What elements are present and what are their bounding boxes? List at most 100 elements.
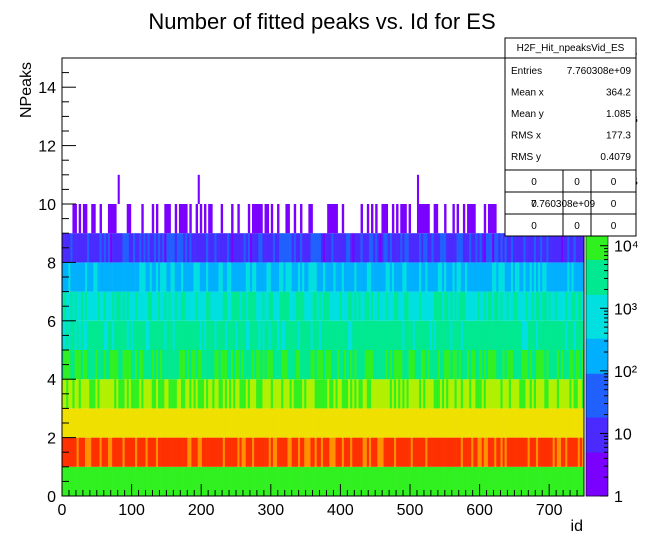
heatmap-cell — [101, 350, 105, 380]
heatmap-cell — [523, 262, 526, 292]
heatmap-cell — [358, 350, 361, 380]
heatmap-cell — [99, 350, 102, 380]
heatmap-cell — [137, 291, 140, 321]
heatmap-cell — [423, 408, 426, 438]
heatmap-cell — [218, 233, 221, 263]
heatmap-cell — [110, 437, 113, 467]
heatmap-cell — [371, 233, 374, 263]
heatmap-cell — [565, 262, 568, 292]
x-tick-label: 300 — [257, 502, 284, 519]
heatmap-cell — [252, 437, 255, 467]
heatmap-cell — [89, 350, 92, 380]
heatmap-cell — [112, 437, 115, 467]
heatmap-cell — [429, 350, 432, 380]
heatmap-cell — [542, 291, 545, 321]
heatmap-cell — [277, 204, 280, 234]
heatmap-cell — [527, 262, 531, 292]
heatmap-cell — [368, 320, 372, 350]
heatmap-cell — [402, 408, 405, 438]
heatmap-cell — [416, 291, 420, 321]
heatmap-cell — [375, 408, 378, 438]
heatmap-cell — [341, 437, 345, 467]
heatmap-cell — [164, 204, 167, 234]
heatmap-cell — [93, 233, 96, 263]
heatmap-cell — [187, 408, 190, 438]
heatmap-cell — [114, 262, 117, 292]
heatmap-cell — [529, 466, 533, 496]
heatmap-cell — [477, 233, 480, 263]
heatmap-cell — [523, 320, 526, 350]
heatmap-cell — [533, 262, 537, 292]
heatmap-cell — [224, 350, 228, 380]
heatmap-cell — [252, 320, 255, 350]
heatmap-cell — [316, 291, 320, 321]
heatmap-cell — [168, 437, 171, 467]
heatmap-cell — [237, 408, 240, 438]
heatmap-cell — [247, 466, 251, 496]
heatmap-cell — [229, 437, 232, 467]
heatmap-cell — [421, 350, 424, 380]
heatmap-cell — [337, 437, 341, 467]
heatmap-cell — [218, 408, 221, 438]
heatmap-cell — [174, 379, 178, 409]
heatmap-cell — [99, 408, 102, 438]
heatmap-cell — [533, 379, 537, 409]
heatmap-cell — [210, 204, 213, 234]
heatmap-cell — [139, 350, 142, 380]
heatmap-cell — [456, 379, 460, 409]
heatmap-cell — [393, 350, 397, 380]
heatmap-cell — [354, 291, 357, 321]
heatmap-cell — [168, 379, 171, 409]
heatmap-cell — [519, 291, 522, 321]
heatmap-cell — [70, 466, 73, 496]
heatmap-cell — [421, 291, 424, 321]
heatmap-cell — [473, 262, 476, 292]
heatmap-cell — [176, 437, 180, 467]
heatmap-cell — [450, 291, 453, 321]
heatmap-cell — [268, 233, 272, 263]
heatmap-cell — [521, 466, 524, 496]
heatmap-cell — [312, 408, 315, 438]
heatmap-cell — [444, 437, 447, 467]
heatmap-cell — [448, 233, 451, 263]
heatmap-cell — [101, 320, 105, 350]
heatmap-cell — [329, 262, 332, 292]
z-tick-label: 10³ — [614, 301, 638, 318]
heatmap-cell — [201, 408, 205, 438]
heatmap-cell — [473, 320, 476, 350]
heatmap-cell — [510, 466, 514, 496]
heatmap-cell — [546, 233, 549, 263]
heatmap-cell — [448, 466, 451, 496]
heatmap-cell — [444, 262, 447, 292]
heatmap-cell — [149, 350, 153, 380]
heatmap-cell — [132, 466, 136, 496]
heatmap-cell — [569, 466, 572, 496]
heatmap-cell — [366, 320, 370, 350]
heatmap-cell — [343, 320, 347, 350]
heatmap-cell — [220, 320, 224, 350]
heatmap-cell — [139, 262, 142, 292]
heatmap-cell — [544, 379, 547, 409]
heatmap-cell — [429, 437, 432, 467]
heatmap-cell — [435, 437, 439, 467]
heatmap-cell — [573, 350, 576, 380]
heatmap-cell — [387, 466, 391, 496]
heatmap-cell — [289, 320, 292, 350]
heatmap-cell — [178, 350, 182, 380]
heatmap-cell — [546, 437, 549, 467]
heatmap-cell — [492, 466, 495, 496]
heatmap-cell — [429, 233, 432, 263]
heatmap-cell — [143, 320, 146, 350]
heatmap-cell — [358, 466, 361, 496]
heatmap-cell — [487, 437, 491, 467]
heatmap-cell — [291, 262, 295, 292]
heatmap-cell — [523, 379, 526, 409]
heatmap-cell — [366, 379, 370, 409]
heatmap-cell — [189, 466, 192, 496]
heatmap-cell — [567, 262, 570, 292]
heatmap-cell — [350, 379, 353, 409]
heatmap-cell — [266, 262, 270, 292]
heatmap-cell — [310, 233, 313, 263]
heatmap-cell — [435, 233, 439, 263]
heatmap-cell — [287, 466, 290, 496]
